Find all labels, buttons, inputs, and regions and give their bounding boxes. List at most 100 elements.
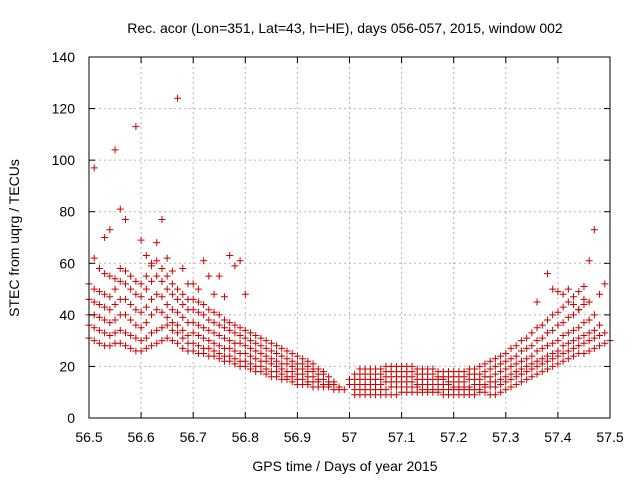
data-point	[148, 342, 156, 350]
data-point	[121, 295, 129, 303]
data-point	[200, 324, 208, 332]
data-point	[377, 365, 385, 373]
data-point	[465, 383, 473, 391]
data-point	[288, 350, 296, 358]
data-point	[127, 301, 135, 309]
data-point	[585, 257, 593, 265]
data-point	[507, 383, 515, 391]
data-point	[590, 311, 598, 319]
data-point	[538, 344, 546, 352]
x-tick-label: 57.4	[544, 429, 571, 445]
data-point	[226, 252, 234, 260]
data-point	[174, 308, 182, 316]
data-point	[137, 347, 145, 355]
data-point	[559, 342, 567, 350]
data-point	[543, 352, 551, 360]
data-point	[194, 298, 202, 306]
data-point	[491, 362, 499, 370]
data-point	[168, 319, 176, 327]
data-point	[549, 339, 557, 347]
data-point	[252, 347, 260, 355]
data-point	[142, 344, 150, 352]
data-point	[580, 339, 588, 347]
data-point	[564, 313, 572, 321]
data-point	[121, 280, 129, 288]
data-point	[528, 342, 536, 350]
grid-lines	[89, 57, 610, 418]
data-point	[111, 285, 119, 293]
data-point	[168, 337, 176, 345]
data-point	[179, 334, 187, 342]
data-point	[116, 339, 124, 347]
data-point	[549, 362, 557, 370]
data-point	[111, 316, 119, 324]
data-point	[262, 344, 270, 352]
data-point	[247, 329, 255, 337]
data-point	[101, 329, 109, 337]
y-tick-label: 80	[59, 204, 75, 220]
data-point	[585, 337, 593, 345]
data-point	[205, 337, 213, 345]
data-point	[408, 362, 416, 370]
data-point	[497, 360, 505, 368]
data-point	[554, 308, 562, 316]
data-point	[554, 360, 562, 368]
data-point	[194, 331, 202, 339]
data-point	[241, 326, 249, 334]
data-point	[538, 334, 546, 342]
data-point	[200, 334, 208, 342]
data-point	[247, 360, 255, 368]
data-point	[241, 350, 249, 358]
data-point	[325, 373, 333, 381]
data-point	[168, 290, 176, 298]
data-point	[106, 306, 114, 314]
data-point	[517, 347, 525, 355]
x-tick-label: 56.7	[180, 429, 207, 445]
data-point	[533, 298, 541, 306]
data-point	[205, 316, 213, 324]
data-point	[90, 324, 98, 332]
data-point	[168, 326, 176, 334]
x-tick-label: 57	[342, 429, 358, 445]
data-point	[512, 368, 520, 376]
data-point	[226, 326, 234, 334]
data-point	[533, 357, 541, 365]
data-point	[486, 373, 494, 381]
data-point	[491, 378, 499, 386]
data-point	[507, 370, 515, 378]
data-point	[559, 331, 567, 339]
data-point	[528, 373, 536, 381]
data-point	[132, 306, 140, 314]
data-point	[486, 365, 494, 373]
data-point	[106, 342, 114, 350]
data-point	[601, 329, 609, 337]
data-point	[554, 347, 562, 355]
data-point	[559, 357, 567, 365]
data-point	[460, 368, 468, 376]
data-point	[512, 380, 520, 388]
data-point	[215, 331, 223, 339]
data-point	[590, 344, 598, 352]
y-tick-label: 100	[52, 152, 76, 168]
data-point	[241, 334, 249, 342]
data-point	[116, 326, 124, 334]
chart-title: Rec. acor (Lon=351, Lat=43, h=HE), days …	[127, 20, 563, 36]
data-point	[168, 280, 176, 288]
data-point	[481, 380, 489, 388]
data-point	[528, 360, 536, 368]
data-point	[127, 344, 135, 352]
data-point	[273, 350, 281, 358]
data-point	[580, 331, 588, 339]
data-point	[226, 337, 234, 345]
data-point	[252, 339, 260, 347]
data-point	[491, 355, 499, 363]
data-point	[543, 365, 551, 373]
data-point	[153, 339, 161, 347]
data-point	[116, 264, 124, 272]
data-point	[127, 316, 135, 324]
data-point	[106, 331, 114, 339]
data-point	[158, 215, 166, 223]
data-point	[491, 370, 499, 378]
data-point	[502, 357, 510, 365]
